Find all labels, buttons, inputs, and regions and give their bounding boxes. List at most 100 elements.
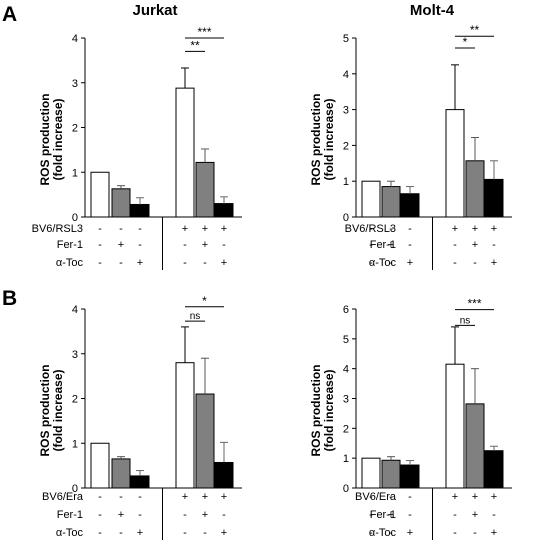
treatment-sign: -	[453, 257, 457, 269]
y-tick-label: 5	[343, 334, 349, 346]
bar	[400, 464, 420, 489]
significance-label: *	[202, 294, 207, 308]
bar	[130, 203, 150, 218]
y-tick-label: 4	[72, 33, 78, 45]
bar	[381, 186, 401, 218]
bar	[195, 161, 215, 218]
bar	[111, 458, 131, 489]
treatment-sign: +	[221, 257, 227, 269]
y-tick-label: 3	[72, 349, 78, 361]
treatment-sign: +	[407, 527, 413, 539]
treatment-sign: -	[408, 239, 412, 251]
treatment-sign: +	[452, 491, 458, 503]
y-axis-label-line: ROS production	[38, 94, 52, 186]
y-tick-label: 0	[343, 212, 349, 224]
treatment-sign: -	[492, 509, 496, 521]
treatment-sign: -	[119, 527, 123, 539]
treatment-label: BV6/RSL3	[32, 223, 83, 235]
treatment-sign: +	[388, 509, 394, 521]
y-tick-label: 1	[343, 453, 349, 465]
treatment-sign: +	[491, 257, 497, 269]
bar	[465, 403, 485, 489]
bar	[361, 457, 381, 489]
treatment-label: BV6/Era	[42, 491, 84, 503]
treatment-label: Fer-1	[370, 239, 396, 251]
y-axis-label: ROS production(fold increase)	[309, 94, 336, 186]
panel-label-a: A	[2, 3, 17, 26]
treatment-label: BV6/Era	[355, 491, 397, 503]
treatment-sign: -	[183, 239, 187, 251]
treatment-sign: +	[137, 527, 143, 539]
treatment-sign: -	[138, 509, 142, 521]
treatment-sign: -	[453, 239, 457, 251]
treatment-label: Fer-1	[57, 239, 83, 251]
y-axis-label-line: ROS production	[309, 94, 323, 186]
y-tick-label: 4	[343, 364, 349, 376]
bar	[195, 393, 215, 489]
treatment-label: α-Toc	[56, 527, 84, 539]
treatment-sign: -	[369, 223, 373, 235]
chart-molt4-era: 0 1 2 3 4 5 6 ROS production(fold increase) BV6/…	[309, 297, 512, 540]
treatment-sign: -	[203, 527, 207, 539]
treatment-sign: -	[98, 527, 102, 539]
treatment-sign: -	[369, 509, 373, 521]
treatment-sign: +	[202, 223, 208, 235]
treatment-sign: -	[183, 527, 187, 539]
y-tick-label: 3	[72, 78, 78, 90]
y-tick-label: 2	[72, 123, 78, 135]
treatment-sign: +	[221, 491, 227, 503]
y-tick-label: 1	[343, 176, 349, 188]
bar	[90, 442, 110, 489]
treatment-sign: +	[452, 223, 458, 235]
treatment-sign: -	[138, 239, 142, 251]
y-axis-label: ROS production(fold increase)	[309, 365, 336, 457]
y-axis-label: ROS production(fold increase)	[38, 94, 65, 186]
treatment-sign: -	[369, 491, 373, 503]
treatment-sign: -	[408, 223, 412, 235]
treatment-sign: +	[472, 239, 478, 251]
treatment-sign: -	[453, 527, 457, 539]
treatment-sign: -	[222, 239, 226, 251]
y-tick-label: 0	[72, 212, 78, 224]
treatment-sign: -	[98, 257, 102, 269]
panel-label-b: B	[2, 287, 17, 310]
treatment-sign: +	[221, 223, 227, 235]
chart-jurkat-rsl3: Jurkat 0 1 2 3 4 ROS production(fold increase)…	[32, 2, 242, 270]
treatment-label: Fer-1	[57, 509, 83, 521]
treatment-sign: -	[369, 527, 373, 539]
bar	[214, 203, 234, 218]
treatment-sign: -	[138, 223, 142, 235]
treatment-sign: -	[203, 257, 207, 269]
treatment-sign: -	[408, 509, 412, 521]
significance-label: ***	[467, 297, 481, 311]
y-axis-label-line: ROS production	[38, 365, 52, 457]
y-tick-label: 3	[343, 394, 349, 406]
treatment-sign: +	[202, 509, 208, 521]
treatment-label: α-Toc	[56, 257, 84, 269]
y-axis-label-line: ROS production	[309, 365, 323, 457]
chart-molt4-rsl3: Molt-4 0 1 2 3 4 5 ROS production(fold increase…	[309, 2, 512, 270]
bar	[484, 178, 504, 218]
y-tick-label: 0	[72, 483, 78, 495]
y-axis-label-line: (fold increase)	[322, 98, 336, 180]
treatment-sign: +	[472, 509, 478, 521]
treatment-sign: -	[389, 491, 393, 503]
treatment-label: α-Toc	[369, 257, 397, 269]
bar	[381, 459, 401, 489]
chart-jurkat-era: 0 1 2 3 4 ROS production(fold increase) BV6/Er…	[38, 294, 242, 540]
treatment-sign: -	[473, 257, 477, 269]
treatment-sign: -	[389, 257, 393, 269]
treatment-sign: -	[369, 257, 373, 269]
treatment-sign: +	[137, 257, 143, 269]
bar	[400, 193, 420, 218]
y-tick-label: 2	[343, 140, 349, 152]
significance-label: **	[190, 38, 200, 52]
treatment-sign: -	[389, 527, 393, 539]
y-tick-label: 2	[72, 394, 78, 406]
y-tick-label: 4	[343, 69, 349, 81]
y-tick-label: 4	[72, 304, 78, 316]
bar	[445, 109, 465, 218]
significance-label: ns	[460, 315, 471, 326]
treatment-sign: +	[491, 491, 497, 503]
treatment-sign: +	[118, 239, 124, 251]
